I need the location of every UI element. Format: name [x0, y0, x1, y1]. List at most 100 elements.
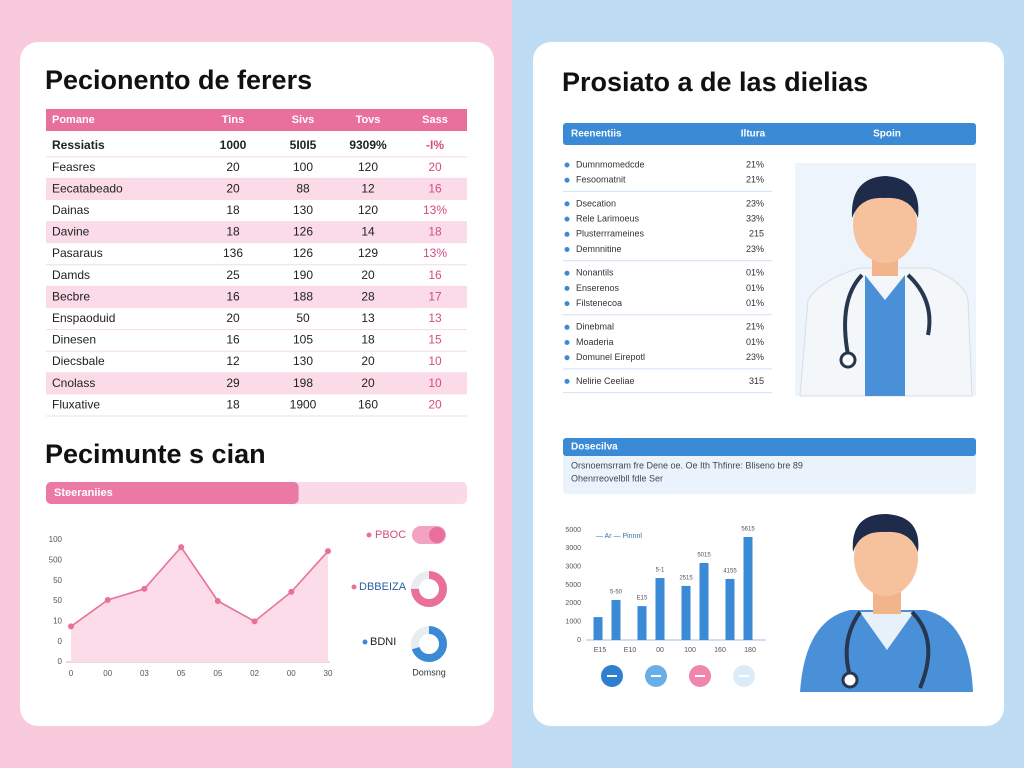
list-label: Dumnmomedcde — [576, 159, 645, 169]
line-point — [251, 618, 258, 625]
list-label: Dsecation — [576, 198, 616, 208]
table-cell: 16 — [226, 289, 240, 303]
list-label: Enserenos — [576, 283, 620, 293]
table-cell: 105 — [293, 333, 313, 347]
row-bg — [46, 286, 467, 308]
y-tick-label: 0 — [577, 637, 581, 644]
x-tick-label: E15 — [594, 647, 607, 654]
table-cell: 20 — [226, 160, 240, 174]
table-cell: Eecatabeado — [52, 181, 123, 195]
bullet — [564, 247, 570, 252]
table-cell: 20 — [361, 268, 375, 282]
donut-segment — [411, 571, 447, 607]
table-cell: 28 — [361, 289, 375, 303]
line-area — [71, 547, 328, 662]
table-cell: 1000 — [220, 138, 247, 152]
list-value: 21% — [746, 159, 764, 169]
note-line: Orsnoemsrram fre Dene oe. Oe Ith Thfinre… — [571, 460, 803, 470]
table-cell: Davine — [52, 225, 90, 239]
list-label: Moaderia — [576, 337, 614, 347]
progress-fill — [46, 482, 299, 504]
note-title: Dosecilva — [571, 442, 618, 453]
table-cell: 20 — [428, 397, 442, 411]
bullet — [564, 177, 570, 183]
line-point — [178, 544, 185, 551]
y-tick-label: 50 — [53, 576, 62, 585]
list-label: Nelirie Ceeliae — [576, 376, 635, 386]
row-bg — [46, 221, 467, 244]
table-cell: Diecsbale — [52, 354, 105, 368]
list-label: Dinebmal — [576, 322, 614, 332]
table-cell: 9309% — [349, 138, 387, 152]
progress-label: Steeraniies — [54, 487, 113, 499]
table-cell: 1900 — [290, 397, 317, 411]
table-cell: 12 — [361, 181, 375, 195]
x-tick-label: 00 — [656, 647, 664, 654]
list-value: 33% — [746, 213, 764, 223]
x-tick-label: 02 — [250, 669, 259, 678]
table-cell: 50 — [296, 311, 310, 325]
list-label: Domunel Eirepotl — [576, 352, 645, 362]
table-cell: 25 — [226, 268, 240, 282]
bar — [593, 617, 603, 640]
bullet — [564, 270, 570, 276]
table-cell: 20 — [361, 354, 375, 368]
x-tick-label: 05 — [177, 669, 186, 678]
y-tick-label: 100 — [49, 535, 63, 544]
table-cell: Enspaoduid — [52, 311, 115, 325]
legend-dot — [351, 584, 357, 590]
y-tick-label: 0 — [58, 657, 63, 666]
table-header — [46, 109, 467, 131]
bar — [725, 578, 735, 640]
table-cell: 20 — [428, 160, 442, 174]
table-cell: 129 — [358, 246, 378, 260]
table-cell: 20 — [226, 181, 240, 195]
header-cell: Pomane — [52, 114, 95, 126]
line-point — [214, 598, 221, 604]
bullet — [564, 216, 570, 222]
bullet — [564, 231, 570, 237]
list-value: 21% — [746, 175, 764, 185]
table-cell: 14 — [361, 225, 375, 239]
line-point — [325, 548, 331, 555]
bar-label: 5-50 — [610, 590, 623, 596]
table-cell: -I% — [426, 138, 444, 152]
table-cell: 88 — [296, 181, 310, 195]
x-tick-label: 00 — [103, 669, 112, 678]
note-header — [563, 438, 976, 456]
table-cell: 120 — [358, 160, 378, 174]
x-tick-label: E10 — [624, 647, 637, 654]
list-label: Fesoomatnit — [576, 175, 626, 185]
table-cell: Ressiatis — [52, 138, 105, 152]
bar — [743, 536, 753, 640]
y-tick-label: 50 — [53, 596, 62, 605]
note-line: Ohenrreovelbll fdle Ser — [571, 473, 663, 483]
table-cell: 17 — [428, 289, 442, 303]
bar-label: 5615 — [741, 527, 755, 533]
doctor-illustration — [800, 514, 973, 692]
row-bg — [46, 178, 467, 200]
table-cell: 18 — [226, 397, 240, 411]
y-tick-label: 1000 — [565, 619, 581, 626]
section-title: Pecimunte s cian — [45, 439, 266, 469]
y-tick-label: 10 — [53, 616, 62, 625]
title: Prosiato a de las dielias — [562, 67, 868, 97]
table-cell: 18 — [226, 225, 240, 239]
header-cell: Sivs — [292, 114, 315, 126]
x-tick-label: 100 — [684, 647, 696, 654]
table-cell: 18 — [226, 203, 240, 217]
chart-legend: — Ar — Pinnnl — [596, 533, 642, 540]
legend-caption: Domsng — [412, 667, 446, 677]
table-cell: 16 — [226, 333, 240, 347]
list-value: 01% — [746, 283, 764, 293]
y-tick-label: 5000 — [565, 527, 581, 534]
table-cell: 20 — [361, 376, 375, 390]
table-cell: 160 — [358, 397, 378, 411]
list-value: 23% — [746, 198, 764, 208]
line-point — [288, 588, 295, 595]
bar — [637, 606, 647, 640]
list-header — [563, 123, 976, 145]
table-cell: 18 — [361, 333, 375, 347]
header-cell: Spoin — [873, 129, 901, 140]
table-cell: 29 — [226, 376, 240, 390]
